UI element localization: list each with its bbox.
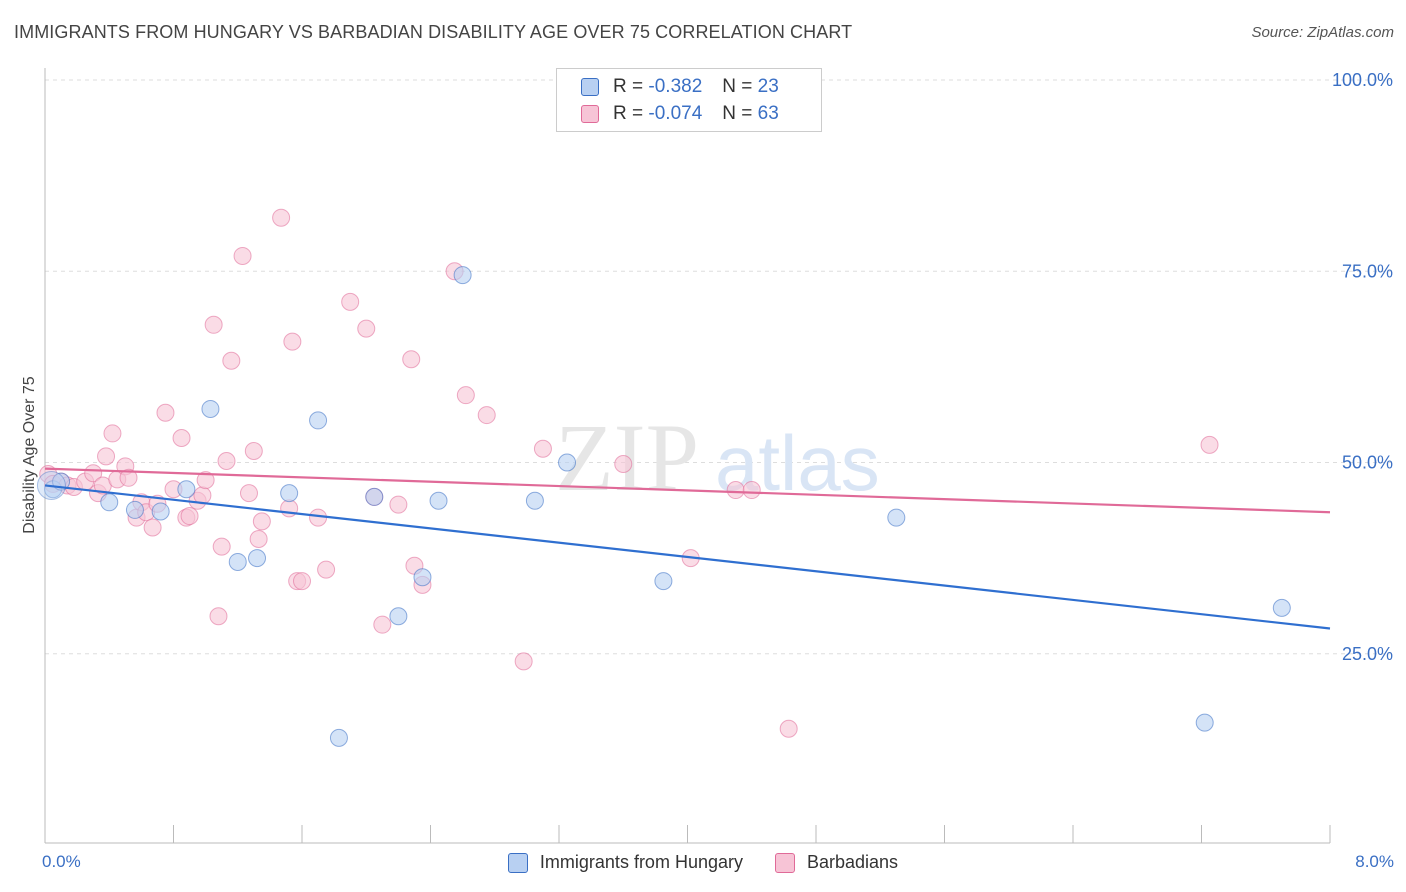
y-tick-label: 50.0% [1342,453,1393,473]
barbadians-point [283,332,302,351]
hungary-point [201,399,220,418]
barbadians-point [233,246,252,265]
legend-swatch-barbadians [774,852,795,873]
hungary-point [248,549,267,568]
barbadians-point [742,481,761,500]
barbadians-point [779,719,798,738]
hungary-point [413,568,432,587]
barbadians-point [317,560,336,579]
barbadians-point [402,350,421,369]
barbadians-point [212,537,231,556]
hungary-point [365,487,384,506]
hungary-point [100,493,119,512]
hungary-point [329,728,348,747]
hungary-point [887,508,906,527]
barbadians-point [103,424,122,443]
barbadians-point [239,484,258,503]
barbadians-point [244,442,263,461]
r-label: R = [613,76,644,97]
y-tick-label: 25.0% [1342,644,1393,664]
barbadians-point [84,464,103,483]
stats-legend-row-barbadians: R = -0.074 N = 63 [581,103,779,125]
barbadians-point [180,507,199,526]
barbadians-point [196,471,215,490]
hungary-point [1272,598,1291,617]
trend-lines [44,467,1331,630]
barbadians-point [222,351,241,370]
n-label: N = [722,76,753,97]
legend-swatch-hungary [507,852,528,873]
barbadians-point [477,406,496,425]
barbadians-point [726,481,745,500]
y-tick-label: 75.0% [1342,261,1393,281]
barbadians-point [614,455,633,474]
legend-label-barbadians: Barbadians [806,852,899,872]
y-axis-label: Disability Age Over 75 [21,376,38,534]
legend-item-barbadians[interactable]: Barbadians [774,852,899,873]
barbadians-point [209,607,228,626]
legend-item-hungary[interactable]: Immigrants from Hungary [507,852,743,873]
barbadians-trend-line [44,467,1331,514]
barbadians-point [143,518,162,537]
hungary-trend-line [44,484,1331,630]
y-tick-label: 100.0% [1332,70,1393,90]
barbadians-point [217,451,236,470]
legend-swatch-hungary [581,78,599,96]
barbadians-point [172,429,191,448]
barbadians-point [97,447,116,466]
x-tick-label-min: 0.0% [42,852,81,871]
barbadians-point [456,386,475,405]
barbadians-point [272,208,291,227]
hungary-point [453,266,472,285]
legend-swatch-barbadians [581,105,599,123]
hungary-point [558,453,577,472]
source-label: Source: ZipAtlas.com [1251,24,1394,41]
series-legend: Immigrants from Hungary Barbadians [0,852,1406,873]
barbadians-point [357,319,376,338]
hungary-point [177,480,196,499]
barbadians-point [1200,435,1219,454]
hungary-point [125,500,144,519]
r-label: R = [613,103,644,124]
barbadians-point [249,530,268,548]
hungary-point [429,491,448,510]
barbadians-point [373,615,392,634]
hungary-point [525,491,544,510]
r-value: -0.074 [648,103,703,124]
barbadians-point [204,315,223,334]
barbadians-point [533,439,552,458]
n-label: N = [722,103,753,124]
hungary-point [309,411,328,430]
barbadians-point [119,468,138,487]
hungary-point [1195,713,1214,732]
barbadians-point [341,292,360,311]
n-value: 63 [757,103,779,124]
hungary-point [280,484,299,503]
grid-lines [45,79,1392,655]
hungary-point [151,502,170,521]
hungary-point [389,607,408,626]
legend-label-hungary: Immigrants from Hungary [539,852,743,872]
data-points [36,208,1291,747]
barbadians-point [389,495,408,514]
barbadians-point [293,572,311,591]
barbadians-point [156,403,175,422]
y-tick-labels: 25.0% 50.0% 75.0% 100.0% [1332,70,1393,664]
barbadians-point [252,512,271,531]
r-value: -0.382 [648,76,703,97]
barbadians-point [514,652,533,671]
chart-title: IMMIGRANTS FROM HUNGARY VS BARBADIAN DIS… [14,22,853,42]
n-value: 23 [757,76,779,97]
axes [44,68,1331,844]
hungary-point [228,552,247,571]
x-tick-label-max: 8.0% [1355,852,1394,871]
stats-legend-row-hungary: R = -0.382 N = 23 [581,76,779,98]
hungary-point [654,572,673,591]
stats-legend: R = -0.382 N = 23 R = -0.074 N = 63 [556,68,822,132]
